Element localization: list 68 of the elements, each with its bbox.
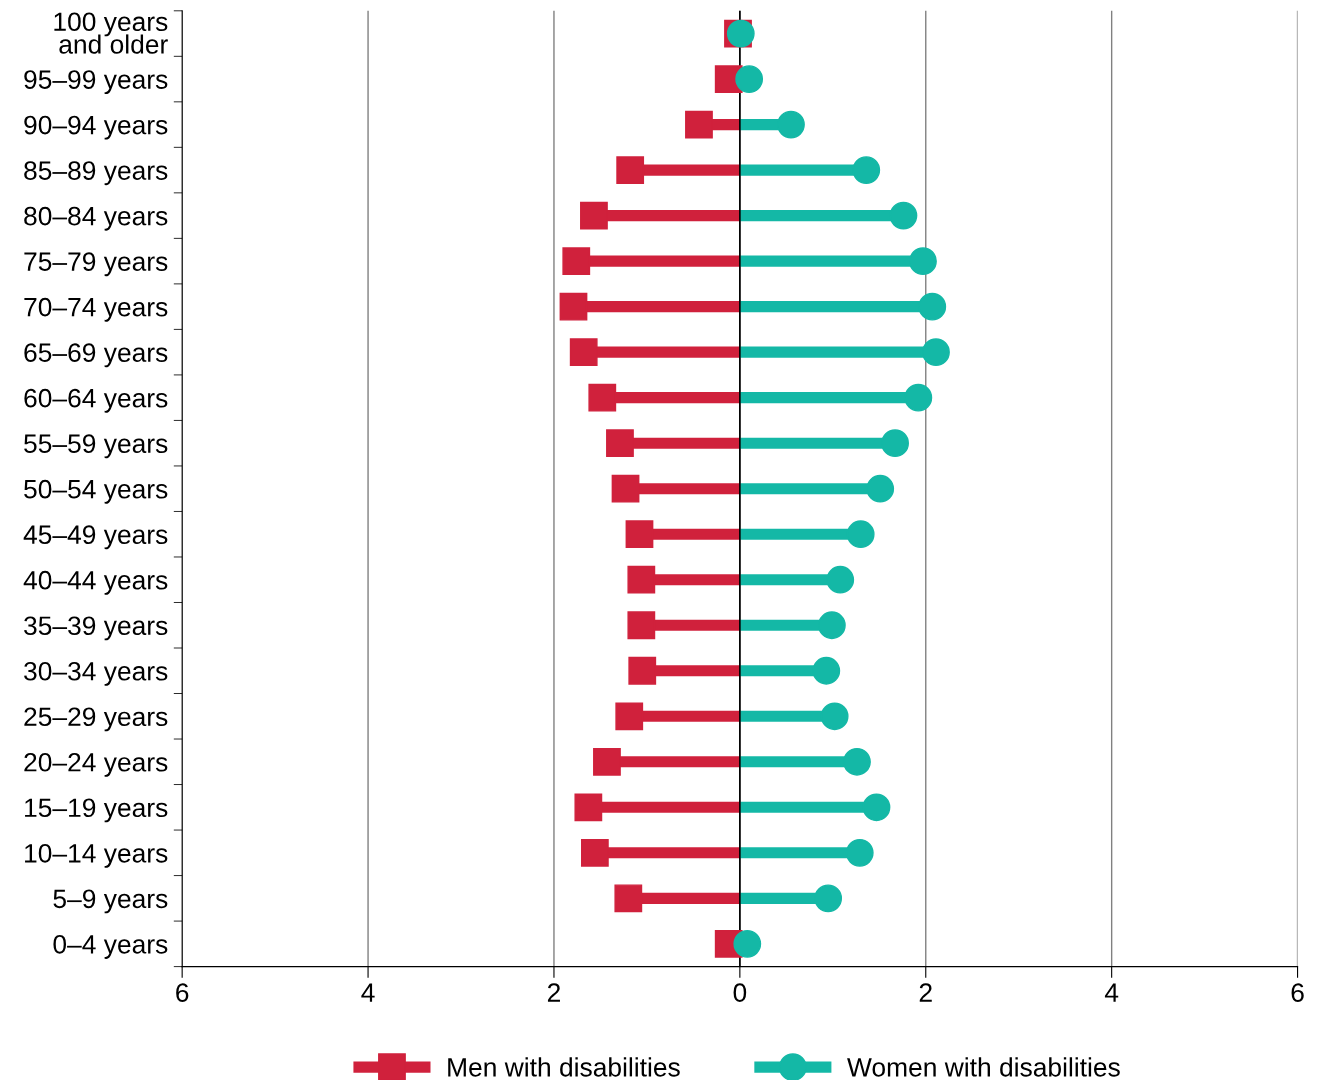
y-tick-label: 50–54 years	[24, 479, 168, 504]
y-tick-label: 80–84 years	[24, 206, 168, 231]
point	[826, 565, 855, 594]
point	[616, 156, 645, 184]
y-tick-label: 75–79 years	[24, 252, 168, 277]
point	[614, 884, 643, 913]
x-tick-label: 4	[361, 983, 375, 1002]
point	[817, 611, 846, 640]
point	[628, 656, 657, 685]
y-tick-label: 95–99 years	[24, 70, 168, 95]
point	[852, 156, 881, 184]
point	[918, 292, 947, 321]
point	[627, 611, 656, 640]
point	[733, 929, 762, 958]
point	[843, 747, 871, 776]
point	[588, 383, 617, 412]
point	[820, 702, 849, 731]
y-tick-label: 15–19 years	[25, 798, 168, 823]
point	[615, 702, 644, 731]
point	[904, 383, 933, 412]
point	[889, 201, 918, 230]
y-tick-label: 70–74 years	[24, 297, 168, 322]
point	[862, 793, 891, 822]
point	[881, 429, 909, 458]
y-tick-label: 45–49 years	[23, 525, 168, 550]
y-tick-label: 55–59 years	[24, 434, 168, 459]
point	[611, 474, 640, 503]
point	[580, 838, 609, 867]
point	[735, 65, 764, 93]
y-tick-label: 10–14 years	[25, 843, 168, 868]
point	[845, 838, 874, 867]
point	[606, 429, 634, 458]
x-tick-label: 2	[547, 983, 560, 1002]
x-tick-label: 6	[1291, 983, 1304, 1002]
point	[846, 520, 875, 549]
point	[625, 520, 654, 549]
point	[574, 793, 603, 822]
legend-label: Men with disabilities	[448, 1057, 680, 1077]
point	[580, 201, 608, 230]
y-tick-label: 0–4 years	[53, 934, 168, 959]
point	[866, 474, 895, 503]
point	[777, 110, 805, 139]
point	[593, 747, 621, 776]
x-tick-label: 6	[176, 983, 189, 1002]
y-tick-label: 60–64 years	[24, 388, 168, 413]
y-tick-label: 100 years and older	[54, 12, 168, 54]
point	[569, 338, 598, 367]
y-tick-label: 5–9 years	[53, 889, 168, 914]
y-tick-label: 65–69 years	[24, 343, 168, 368]
y-tick-label: 20–24 years	[24, 752, 168, 777]
x-tick-label: 2	[919, 983, 932, 1002]
point	[814, 884, 843, 913]
x-tick-label: 4	[1104, 983, 1119, 1002]
legend-label: Women with disabilities	[847, 1057, 1120, 1077]
point	[559, 292, 588, 321]
y-tick-label: 40–44 years	[23, 570, 168, 595]
point	[685, 110, 713, 139]
point	[909, 247, 937, 276]
y-tick-label: 35–39 years	[24, 616, 168, 641]
point	[627, 565, 656, 594]
x-tick-label: 0	[733, 983, 747, 1002]
point	[562, 247, 591, 276]
y-tick-label: 85–89 years	[24, 161, 168, 186]
y-tick-label: 30–34 years	[24, 661, 168, 686]
point	[922, 338, 950, 367]
point	[812, 656, 841, 685]
y-tick-label: 90–94 years	[24, 115, 168, 140]
y-tick-label: 25–29 years	[24, 707, 168, 732]
